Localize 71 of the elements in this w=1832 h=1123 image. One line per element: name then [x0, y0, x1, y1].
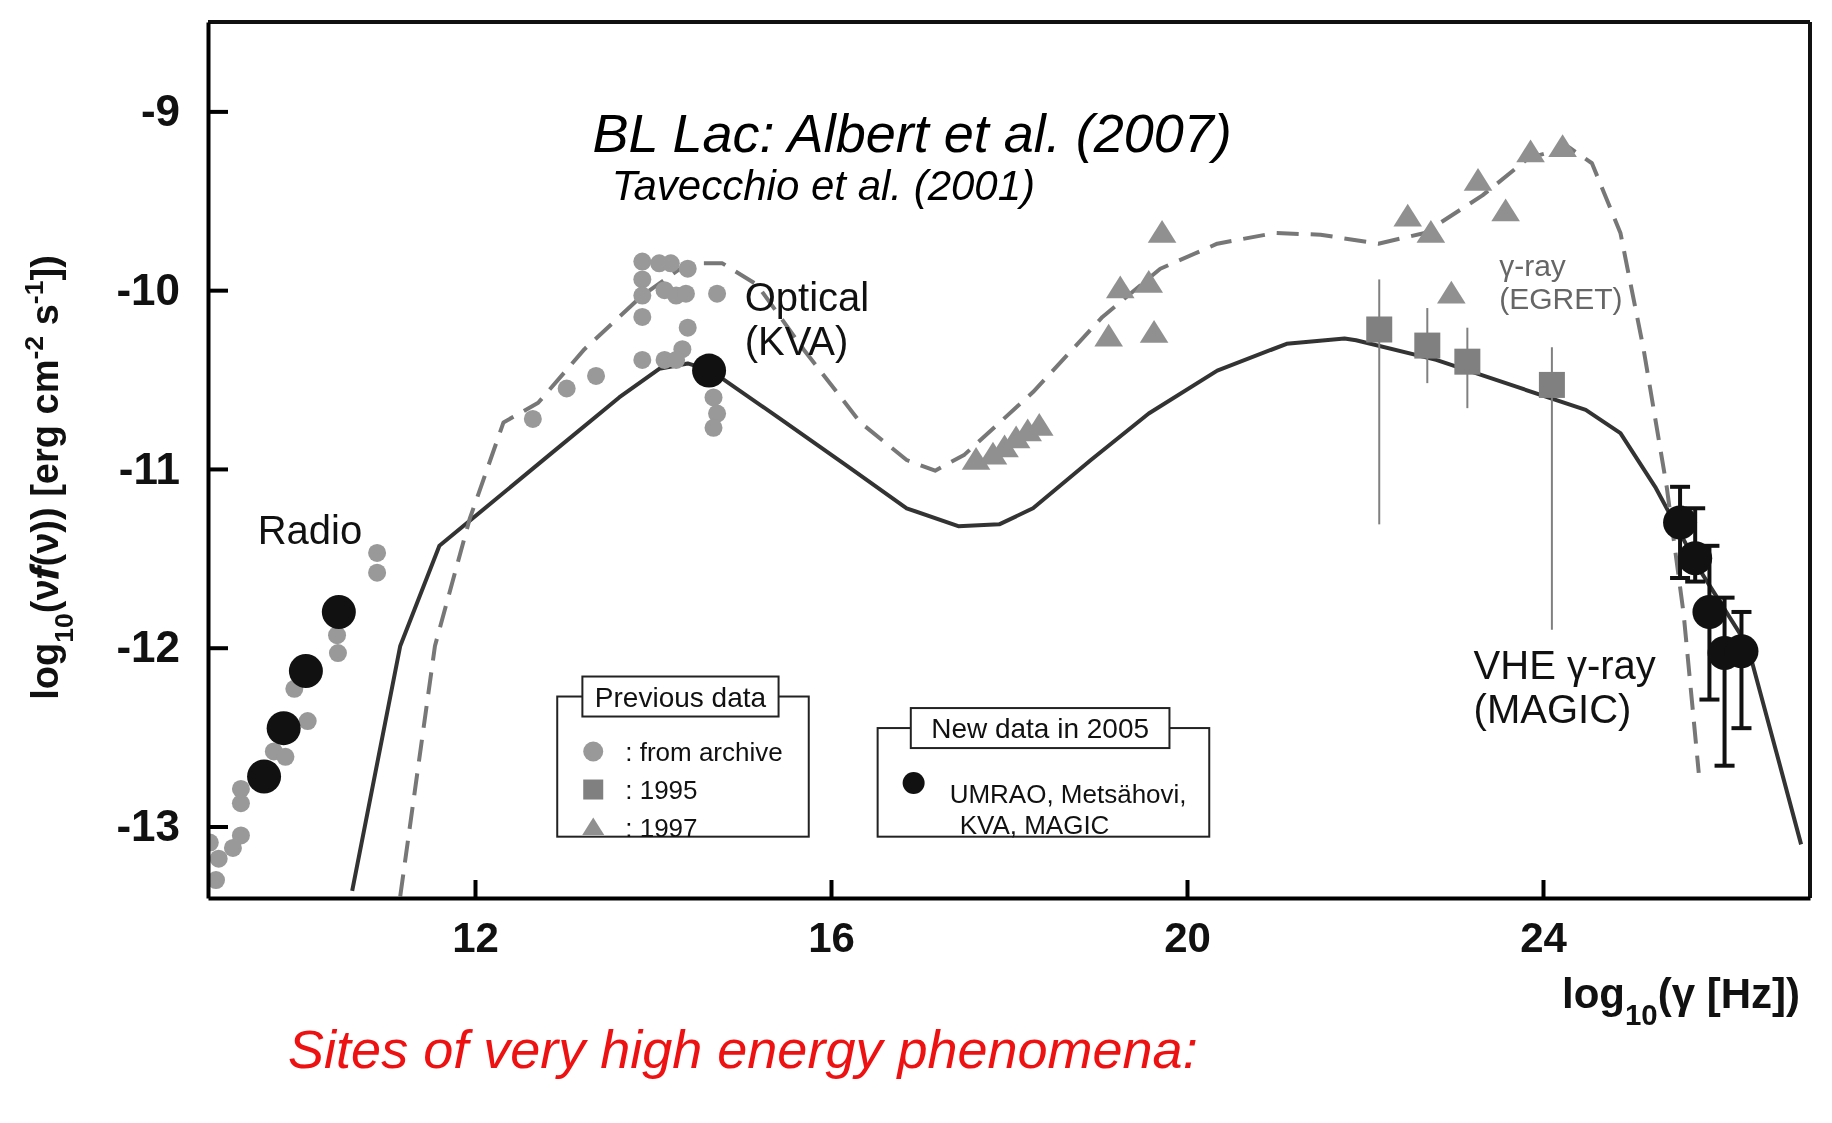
point: [587, 366, 606, 385]
point: [708, 284, 727, 303]
point: [1134, 270, 1164, 293]
y-tick-label: -12: [116, 622, 180, 672]
point: [266, 711, 301, 746]
point: [678, 259, 697, 278]
legend-label: : 1997: [625, 812, 698, 843]
point: [633, 307, 652, 326]
text: BL Lac: Albert et al. (2007): [592, 103, 1232, 163]
point: [231, 826, 250, 845]
point: [209, 849, 228, 868]
point: [328, 644, 347, 663]
y-tick-label: -13: [116, 801, 180, 851]
point: [1491, 198, 1520, 222]
point: [1094, 323, 1123, 347]
point: [1437, 280, 1466, 304]
point: [1516, 139, 1545, 163]
point: [298, 712, 317, 731]
legend-label: : from archive: [625, 736, 783, 767]
text: Tavecchio et al. (2001): [611, 162, 1036, 209]
point: [523, 409, 542, 428]
point: [633, 252, 652, 271]
legend-label: : 1995: [625, 774, 698, 805]
point: [288, 653, 323, 688]
annotation: New data in 2005: [931, 713, 1150, 745]
point: [223, 838, 242, 857]
annotation: Optical (KVA): [744, 275, 870, 364]
point: [247, 759, 282, 794]
point: [678, 318, 697, 337]
point: [692, 353, 727, 388]
point: [704, 388, 723, 407]
x-tick-label: 12: [452, 913, 499, 961]
point: [633, 270, 652, 289]
point: [276, 747, 295, 766]
x-axis-title: log$_{10}$(γ [Hz]): [1562, 970, 1800, 1031]
point: [1366, 316, 1393, 343]
annotation: Radio: [257, 508, 363, 553]
point: [1416, 219, 1446, 243]
point: [328, 626, 347, 645]
text: Sites of very high energy phenomena:: [288, 1019, 1198, 1079]
point: [368, 563, 387, 582]
point: [1147, 219, 1177, 243]
point: [1548, 134, 1577, 157]
y-tick-label: -10: [116, 264, 180, 314]
point: [1414, 332, 1441, 359]
point: [1692, 594, 1727, 629]
x-tick-label: 24: [1520, 913, 1568, 961]
legend-label: UMRAO, Metsähovi, KVA, MAGIC: [949, 779, 1187, 841]
point: [1538, 371, 1565, 398]
point: [1678, 541, 1713, 576]
annotation: VHE γ-ray (MAGIC): [1473, 643, 1656, 731]
point: [1393, 203, 1423, 227]
point: [1454, 348, 1481, 375]
point: [557, 379, 576, 398]
point: [1139, 320, 1169, 343]
y-tick-label: -11: [118, 443, 180, 493]
x-tick-label: 16: [808, 913, 855, 961]
point: [231, 794, 250, 813]
y-tick-label: -9: [140, 85, 180, 135]
point: [1463, 168, 1493, 191]
annotation: Previous data: [594, 681, 767, 713]
point: [1663, 505, 1698, 540]
x-tick-label: 20: [1164, 913, 1211, 961]
point: [321, 594, 356, 629]
point: [961, 447, 991, 470]
point: [704, 418, 723, 437]
point: [633, 350, 652, 369]
point: [633, 286, 652, 305]
annotation: γ-ray (EGRET): [1499, 249, 1623, 316]
point: [368, 543, 387, 562]
point: [1105, 275, 1135, 299]
